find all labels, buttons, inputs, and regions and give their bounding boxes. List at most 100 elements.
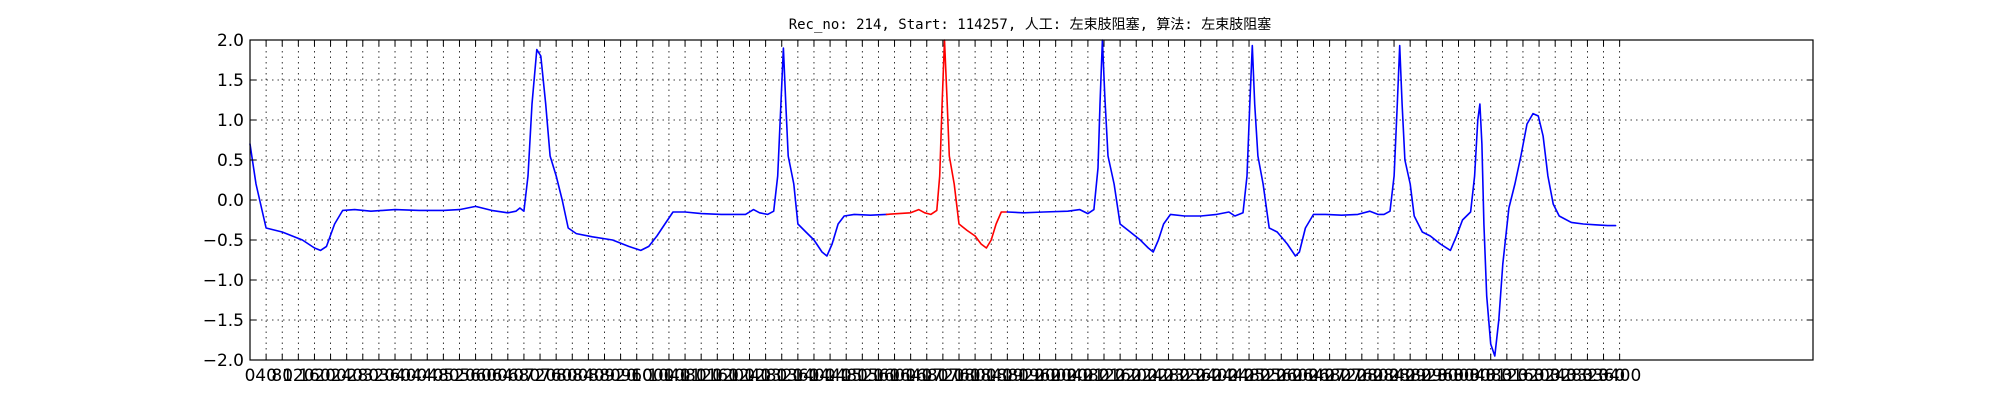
x-tick-label: 1840 [970,366,1013,386]
x-tick-label: 1600 [873,366,916,386]
trace-layer [249,39,1617,357]
x-tick-label: 2760 [1340,366,1383,386]
x-tick-label: 320 [363,366,395,386]
x-tick-label: 2920 [1405,366,1448,386]
x-tick-label: 1480 [825,366,868,386]
ecg-trace-segment-2 [885,39,1009,249]
ecg-trace-segment-1 [249,47,888,257]
x-tick-label: 1560 [857,366,900,386]
x-tick-label: 1400 [792,366,835,386]
x-tick-label: 1160 [696,366,739,386]
ecg-trace-segment-3 [1006,39,1617,357]
chart-title: Rec_no: 214, Start: 114257, 人工: 左束肢阻塞, 算… [789,16,1272,33]
x-tick-label: 1200 [712,366,755,386]
x-tick-label: 1440 [808,366,851,386]
x-tick-label: 1640 [889,366,932,386]
y-tick-label: 1.5 [217,71,244,91]
x-tick-label: 600 [475,366,507,386]
x-tick-label: 680 [508,366,540,386]
x-tick-label: 2240 [1131,366,1174,386]
x-tick-label: 2520 [1244,366,1287,386]
x-tick-label: 3400 [1598,366,1641,386]
x-tick-label: 1520 [841,366,884,386]
x-tick-label: 40 [255,366,277,386]
x-tick-label: 3160 [1501,366,1544,386]
x-tick-label: 2640 [1292,366,1335,386]
y-tick-label: 0.0 [217,191,244,211]
x-tick-label: 1360 [776,366,819,386]
x-tick-label: 240 [330,366,362,386]
x-tick-label: 640 [492,366,524,386]
y-tick-label: −1.5 [203,311,244,331]
x-tick-label: 1720 [921,366,964,386]
y-tick-label: −2.0 [203,351,244,371]
x-tick-label: 160 [298,366,330,386]
x-tick-label: 3320 [1566,366,1609,386]
x-tick-label: 2040 [1050,366,1093,386]
x-tick-label: 3360 [1582,366,1625,386]
x-tick-label: 800 [556,366,588,386]
x-tick-label: 1960 [1018,366,1061,386]
x-tick-label: 2200 [1115,366,1158,386]
x-tick-label: 80 [271,366,293,386]
x-tick-label: 1280 [744,366,787,386]
x-tick-label: 3240 [1534,366,1577,386]
x-tick-label: 3040 [1453,366,1496,386]
x-tick-label: 2400 [1195,366,1238,386]
x-tick-label: 2000 [1034,366,1077,386]
x-tick-label: 120 [282,366,314,386]
x-tick-label: 2080 [1066,366,1109,386]
y-tick-label: −0.5 [203,231,244,251]
x-tick-label: 1800 [953,366,996,386]
x-axis: 0 408012016020024028032036040044048052056… [245,40,1641,386]
x-tick-label: 3200 [1517,366,1560,386]
x-tick-label: 880 [588,366,620,386]
x-tick-label: 1920 [1002,366,1045,386]
x-tick-label: 840 [572,366,604,386]
x-tick-label: 1680 [905,366,948,386]
grid-layer [250,40,1813,360]
x-tick-label: 360 [379,366,411,386]
x-tick-label: 280 [347,366,379,386]
x-tick-label: 1760 [937,366,980,386]
x-tick-label: 2560 [1260,366,1303,386]
y-axis: −2.0 −1.5 −1.0 −0.5 0.0 0.5 1.0 1.5 2.0 [203,31,1813,371]
x-tick-label: 1040 [647,366,690,386]
x-tick-label: 2720 [1324,366,1367,386]
x-tick-label: 560 [459,366,491,386]
x-tick-label: 3120 [1485,366,1528,386]
x-tick-label: 1120 [680,366,723,386]
x-tick-label: 480 [427,366,459,386]
x-tick-label: 1880 [986,366,1029,386]
x-tick-label: 2440 [1211,366,1254,386]
x-tick-label: 2120 [1082,366,1125,386]
x-tick-label: 2280 [1147,366,1190,386]
x-tick-label: 400 [395,366,427,386]
x-tick-label: 2880 [1389,366,1432,386]
x-tick-label: 2800 [1356,366,1399,386]
x-tick-label: 2600 [1276,366,1319,386]
x-tick-label: 0 [245,366,256,386]
x-tick-label: 920 [604,366,636,386]
x-tick-label: 1000 [631,366,674,386]
y-tick-label: 1.0 [217,111,244,131]
x-tick-label: 2960 [1421,366,1464,386]
x-tick-label: 3280 [1550,366,1593,386]
y-tick-label: −1.0 [203,271,244,291]
y-tick-label: 0.5 [217,151,244,171]
x-tick-label: 520 [443,366,475,386]
x-tick-label: 3000 [1437,366,1480,386]
x-tick-label: 1240 [728,366,771,386]
x-tick-label: 2160 [1098,366,1141,386]
x-tick-label: 2480 [1227,366,1270,386]
x-tick-label: 200 [314,366,346,386]
x-tick-label: 2360 [1179,366,1222,386]
x-tick-label: 2840 [1372,366,1415,386]
x-tick-label: 960 [620,366,652,386]
x-tick-label: 3080 [1469,366,1512,386]
x-tick-label: 440 [411,366,443,386]
x-tick-label: 1080 [663,366,706,386]
x-tick-label: 720 [524,366,556,386]
